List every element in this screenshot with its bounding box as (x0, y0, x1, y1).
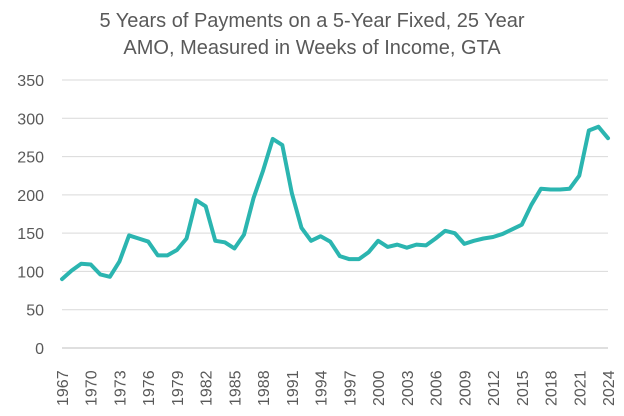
y-tick-label: 200 (17, 188, 44, 205)
x-tick-label: 2000 (371, 370, 388, 406)
y-axis: 0 50 100 150 200 250 300 350 (17, 73, 44, 358)
x-tick-label: 2021 (572, 370, 589, 406)
chart-title-line-1: 5 Years of Payments on a 5-Year Fixed, 2… (99, 10, 525, 32)
y-tick-label: 50 (26, 303, 44, 320)
x-tick-label: 1979 (170, 370, 187, 406)
chart-title: 5 Years of Payments on a 5-Year Fixed, 2… (0, 8, 624, 62)
x-tick-label: 2006 (429, 370, 446, 406)
x-tick-label: 1988 (256, 370, 273, 406)
x-tick-label: 1991 (285, 370, 302, 406)
y-tick-label: 0 (35, 341, 44, 358)
x-axis: 1967 1970 1973 1976 1979 1982 1985 1988 1991 1994… (55, 370, 618, 406)
x-tick-label: 1976 (141, 370, 158, 406)
x-tick-label: 2024 (601, 370, 618, 406)
y-tick-label: 150 (17, 226, 44, 243)
x-tick-label: 2003 (400, 370, 417, 406)
x-tick-label: 2015 (515, 370, 532, 406)
x-tick-label: 2009 (457, 370, 474, 406)
gridlines (62, 79, 608, 349)
series-line-0 (60, 124, 610, 282)
y-tick-label: 350 (17, 73, 44, 90)
x-tick-label: 1970 (84, 370, 101, 406)
x-tick-label: 1973 (112, 370, 129, 406)
y-tick-label: 100 (17, 264, 44, 281)
x-tick-label: 1997 (342, 370, 359, 406)
chart-title-line-2: AMO, Measured in Weeks of Income, GTA (123, 37, 501, 59)
x-tick-label: 1967 (55, 370, 72, 406)
y-tick-label: 300 (17, 111, 44, 128)
series-group (60, 124, 610, 282)
x-tick-label: 2018 (544, 370, 561, 406)
x-tick-label: 1982 (199, 370, 216, 406)
x-tick-label: 1994 (314, 370, 331, 406)
x-tick-label: 2012 (486, 370, 503, 406)
y-tick-label: 250 (17, 150, 44, 167)
x-tick-label: 1985 (227, 370, 244, 406)
